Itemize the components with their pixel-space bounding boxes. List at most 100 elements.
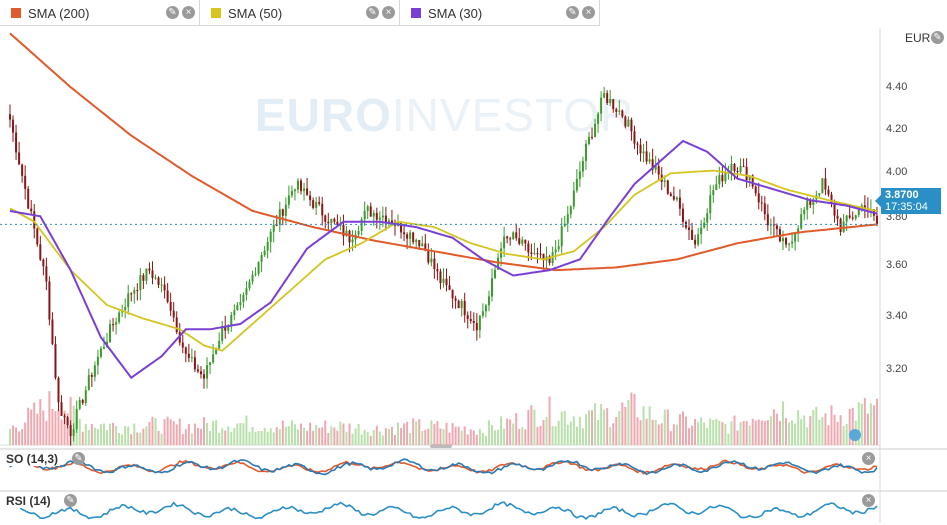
candle-body (609, 99, 612, 104)
volume-bar (660, 423, 663, 445)
close-icon[interactable]: × (182, 6, 195, 19)
legend-sma-50[interactable]: SMA (50) ✎ × (200, 0, 400, 26)
candle-body (263, 250, 266, 256)
candle-body (439, 271, 442, 284)
volume-bar (30, 409, 33, 445)
volume-bar (587, 410, 590, 445)
volume-bar (163, 419, 166, 445)
wrench-icon[interactable]: ✎ (566, 6, 579, 19)
volume-bar (497, 429, 500, 445)
volume-bar (581, 428, 584, 445)
volume-bar (60, 419, 63, 445)
volume-bar (554, 426, 557, 445)
volume-bar (478, 428, 481, 445)
candle-body (187, 353, 190, 358)
volume-bar (536, 426, 539, 445)
candle-body (430, 258, 433, 263)
candle-body (700, 227, 703, 235)
volume-bar (872, 405, 875, 445)
so-wrench-icon[interactable]: ✎ (72, 452, 85, 465)
candle-body (575, 178, 578, 191)
candle-body (821, 178, 824, 194)
candle-body (666, 180, 669, 194)
candle-body (248, 281, 251, 289)
candle-body (569, 206, 572, 215)
volume-bar (24, 422, 27, 445)
legend-sma-30[interactable]: SMA (30) ✎ × (400, 0, 600, 26)
volume-bar (48, 391, 51, 445)
volume-bar (524, 429, 527, 445)
volume-bar (709, 418, 712, 445)
candle-body (657, 165, 660, 175)
volume-bar (742, 421, 745, 445)
volume-bar (636, 417, 639, 445)
volume-bar (809, 416, 812, 445)
y-tick-label: 3.60 (886, 259, 908, 271)
volume-bar (745, 421, 748, 445)
volume-bar (439, 428, 442, 445)
volume-bar (366, 431, 369, 445)
rsi-close-icon[interactable]: × (862, 494, 875, 507)
candle-body (642, 151, 645, 154)
candle-body (678, 197, 681, 209)
candle-body (215, 348, 218, 355)
candle-body (427, 250, 430, 263)
volume-bar (281, 420, 284, 445)
volume-bar (209, 431, 212, 445)
volume-bar (12, 425, 15, 445)
volume-bar (339, 421, 342, 445)
candle-body (48, 281, 51, 320)
candle-body (39, 244, 42, 260)
candle-body (148, 268, 151, 271)
volume-bar (615, 417, 618, 445)
candle-body (724, 172, 727, 182)
candle-body (312, 200, 315, 208)
candle-body (218, 340, 221, 349)
volume-bar (648, 406, 651, 445)
candle-body (348, 230, 351, 243)
volume-bar (675, 424, 678, 445)
rsi-wrench-icon[interactable]: ✎ (64, 494, 77, 507)
candle-body (9, 114, 11, 120)
volume-bar (260, 431, 263, 445)
candle-body (130, 293, 133, 295)
volume-bar (36, 413, 39, 445)
candle-body (830, 194, 833, 203)
volume-bar (96, 429, 99, 445)
volume-bar (830, 405, 833, 445)
volume-bar (851, 407, 854, 445)
legend-sma-200-label: SMA (200) (28, 6, 90, 21)
candle-body (233, 310, 236, 315)
candle-body (772, 224, 775, 226)
so-close-icon[interactable]: × (862, 452, 875, 465)
legend-sma-30-label: SMA (30) (428, 6, 483, 21)
close-icon[interactable]: × (582, 6, 595, 19)
rsi-indicator-label: RSI (14) (4, 494, 53, 508)
volume-bar (127, 426, 130, 445)
candle-body (612, 99, 615, 110)
volume-bar (90, 424, 93, 445)
legend-sma-200[interactable]: SMA (200) ✎ × (0, 0, 200, 26)
axis-wrench-icon[interactable]: ✎ (931, 31, 944, 44)
candle-body (530, 252, 533, 255)
volume-bar (151, 416, 154, 445)
volume-bar (572, 416, 575, 445)
volume-bar (130, 434, 133, 445)
volume-bar (490, 424, 493, 445)
volume-bar (754, 420, 757, 445)
volume-bar (284, 426, 287, 445)
wrench-icon[interactable]: ✎ (166, 6, 179, 19)
close-icon[interactable]: × (382, 6, 395, 19)
volume-bar (557, 420, 560, 445)
wrench-icon[interactable]: ✎ (366, 6, 379, 19)
candle-body (494, 269, 497, 279)
volume-bar (591, 410, 594, 445)
volume-bar (293, 424, 296, 445)
volume-bar (694, 418, 697, 445)
volume-bar (715, 418, 718, 445)
candle-body (763, 203, 766, 215)
volume-bar (115, 425, 118, 445)
candle-body (136, 290, 139, 292)
volume-bar (442, 429, 445, 445)
